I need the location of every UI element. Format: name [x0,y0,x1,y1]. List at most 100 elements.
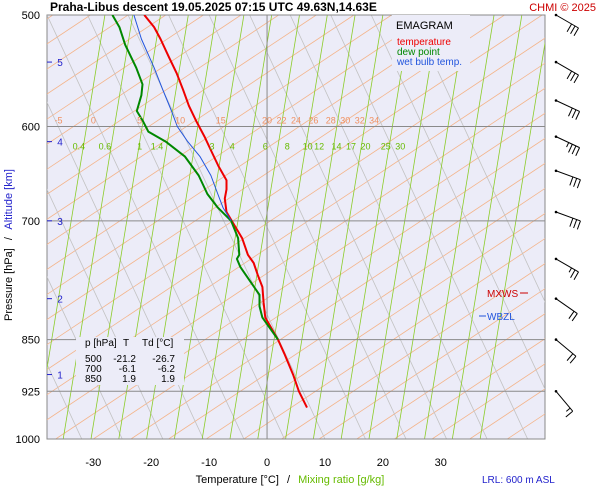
x-axis-title-separator: / [287,474,291,486]
lrl-label: LRL: 600 m ASL [482,475,555,486]
y-tick-label: 600 [22,122,40,134]
mixing-ratio-label: 3 [210,142,215,152]
table-cell: -6.2 [158,364,176,375]
x-tick-label: -10 [201,457,217,469]
theta-line [318,288,545,439]
wind-barb-flag [570,72,576,82]
wind-barb [554,60,579,84]
adiabat-line [289,15,488,439]
legend-heading: EMAGRAM [396,20,453,32]
theta-line [281,263,545,439]
altitude-tick-label: 3 [57,217,63,228]
wind-barb-flag [570,269,576,278]
adiabat-line [208,15,407,439]
theta-line [47,15,242,145]
mixing-line [257,15,328,439]
altitude-tick-label: 4 [57,138,63,149]
wind-barb [554,390,574,418]
mixing-ratio-label: 17 [346,142,356,152]
wind-barb-staff [555,61,579,76]
mixing-line [174,15,245,439]
wind-barbs [554,13,581,418]
wind-barb [554,338,577,364]
mixing-ratio-label: 0.6 [99,142,112,152]
wind-barb-staff [555,339,577,357]
mixing-ratio-label: 20 [360,142,370,152]
wet-bulb-line [133,15,232,222]
wind-barb [554,13,579,37]
wind-barb-flag [573,271,579,280]
x-axis-title-temperature: Temperature [°C] [196,474,279,486]
adiabat-line [0,15,1,439]
mixing-ratio-label: 30 [395,142,405,152]
y-tick-label: 500 [22,10,40,22]
wind-barb-half [566,142,570,148]
mixing-ratio-label: 6 [263,142,268,152]
mixing-ratio-label: 1 [137,142,142,152]
mixing-line [424,15,495,439]
wind-barb-flag [568,144,573,153]
table-cell: -6.1 [119,364,137,375]
copyright: CHMI © 2025 [529,2,596,14]
theta-line [356,313,545,439]
adiabat-line [370,15,545,391]
wind-barb-flag [570,25,576,35]
wind-barb-staff [555,258,579,273]
wbzl-marker-label: WBZL [487,312,515,323]
x-tick-label: 20 [377,457,389,469]
x-tick-label: -20 [143,457,159,469]
wind-barb-flag [571,109,577,119]
theta-line [47,15,204,120]
theta-line [47,15,166,95]
y-tick-label: 925 [22,386,40,398]
theta-line [47,15,468,295]
y-axis-title-separator: / [3,236,15,240]
y-axis-title-pressure: Pressure [hPa] [3,248,15,321]
value-table: p [hPa] T Td [°C] 500 -21.2 -26.7 700 -6… [76,337,184,385]
table-header-p: p [hPa] [85,338,117,349]
y-tick-label: 1000 [16,434,40,446]
altitude-tick-label: 5 [57,58,63,69]
x-axis-title-mixing: Mixing ratio [g/kg] [298,474,384,486]
theta-line [47,15,355,220]
mxws-marker-label: MXWS [487,289,518,300]
wind-barb-base [554,13,558,17]
wind-barb-flag [571,145,577,155]
theta-label: 26 [308,116,318,126]
wind-barb [554,99,581,120]
wind-barb-base [554,169,558,173]
value-table-box [76,337,184,385]
theta-label: 32 [355,116,365,126]
theta-label: 5 [137,116,142,126]
wind-barb [554,135,581,156]
table-header-t: T [123,338,129,349]
legend-dew-point: dew point [397,47,440,58]
wind-barb-flag [566,70,573,80]
wind-barb-flag [576,179,581,189]
y-axis-title: Pressure [hPa] / Altitude [km] [3,169,15,321]
x-tick-label: -30 [85,457,101,469]
theta-line [206,213,545,439]
wind-barb-half [568,267,573,273]
wind-barb-flag [573,74,579,84]
theta-label: -5 [55,116,63,126]
theta-label: 30 [340,116,350,126]
wind-barb-base [554,257,558,261]
mixing-ratio-label: 14 [332,142,342,152]
mixing-ratio-label: 8 [285,142,290,152]
table-header-td: Td [°C] [142,338,173,349]
adiabat-line [47,363,83,439]
y-tick-label: 700 [22,216,40,228]
dew-point-line [111,15,279,341]
mixing-line [201,15,273,439]
wind-barb [554,257,579,280]
mixing-ratio-label: 1.4 [151,142,164,152]
y-axis-title-altitude: Altitude [km] [3,169,15,230]
wind-barb-base [554,60,558,64]
wind-barb-flag [568,107,573,117]
mixing-line [62,15,134,439]
wind-barb-flag [573,219,578,229]
wind-barb-half [565,407,571,412]
theta-line [47,15,279,170]
